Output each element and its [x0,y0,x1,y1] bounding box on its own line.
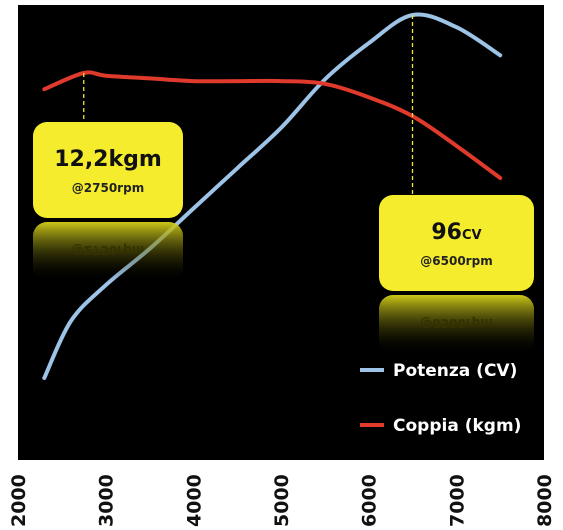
annotation-rpm: @2750rpm [72,181,144,195]
x-tick-label: 3000 [96,474,118,527]
series-line [42,70,503,180]
annotation-boxes: 12,2kgm @2750rpm @2750rpm 96CV @6500rpm @6500… [33,15,534,355]
x-tick-label: 2000 [8,474,30,527]
reflection-fill [33,222,183,282]
annotation-rpm: @6500rpm [420,254,492,268]
legend: Potenza (CV) Coppia (kgm) [360,361,521,436]
x-tick-label: 6000 [359,474,381,527]
reflection-text: @2750rpm [72,243,144,257]
annotation-box [33,122,183,218]
legend-label: Potenza (CV) [393,361,517,381]
x-tick-label: 4000 [183,474,205,527]
reflection-text: @6500rpm [420,316,492,330]
series-line [42,12,503,380]
legend-label: Coppia (kgm) [393,416,521,436]
x-tick-label: 7000 [446,474,468,527]
x-axis-ticks: 2000 3000 4000 5000 6000 7000 8000 [8,474,556,527]
x-tick-label: 8000 [534,474,556,527]
annotation-box [379,195,534,291]
annotation-value: 12,2kgm [54,147,162,172]
x-tick-label: 5000 [271,474,293,527]
annotation-reflection: @6500rpm [379,295,534,355]
series-lines [42,12,503,380]
annotation-value: 96CV [431,220,481,245]
reflection-fill [379,295,534,355]
annotation-reflection: @2750rpm [33,222,183,282]
